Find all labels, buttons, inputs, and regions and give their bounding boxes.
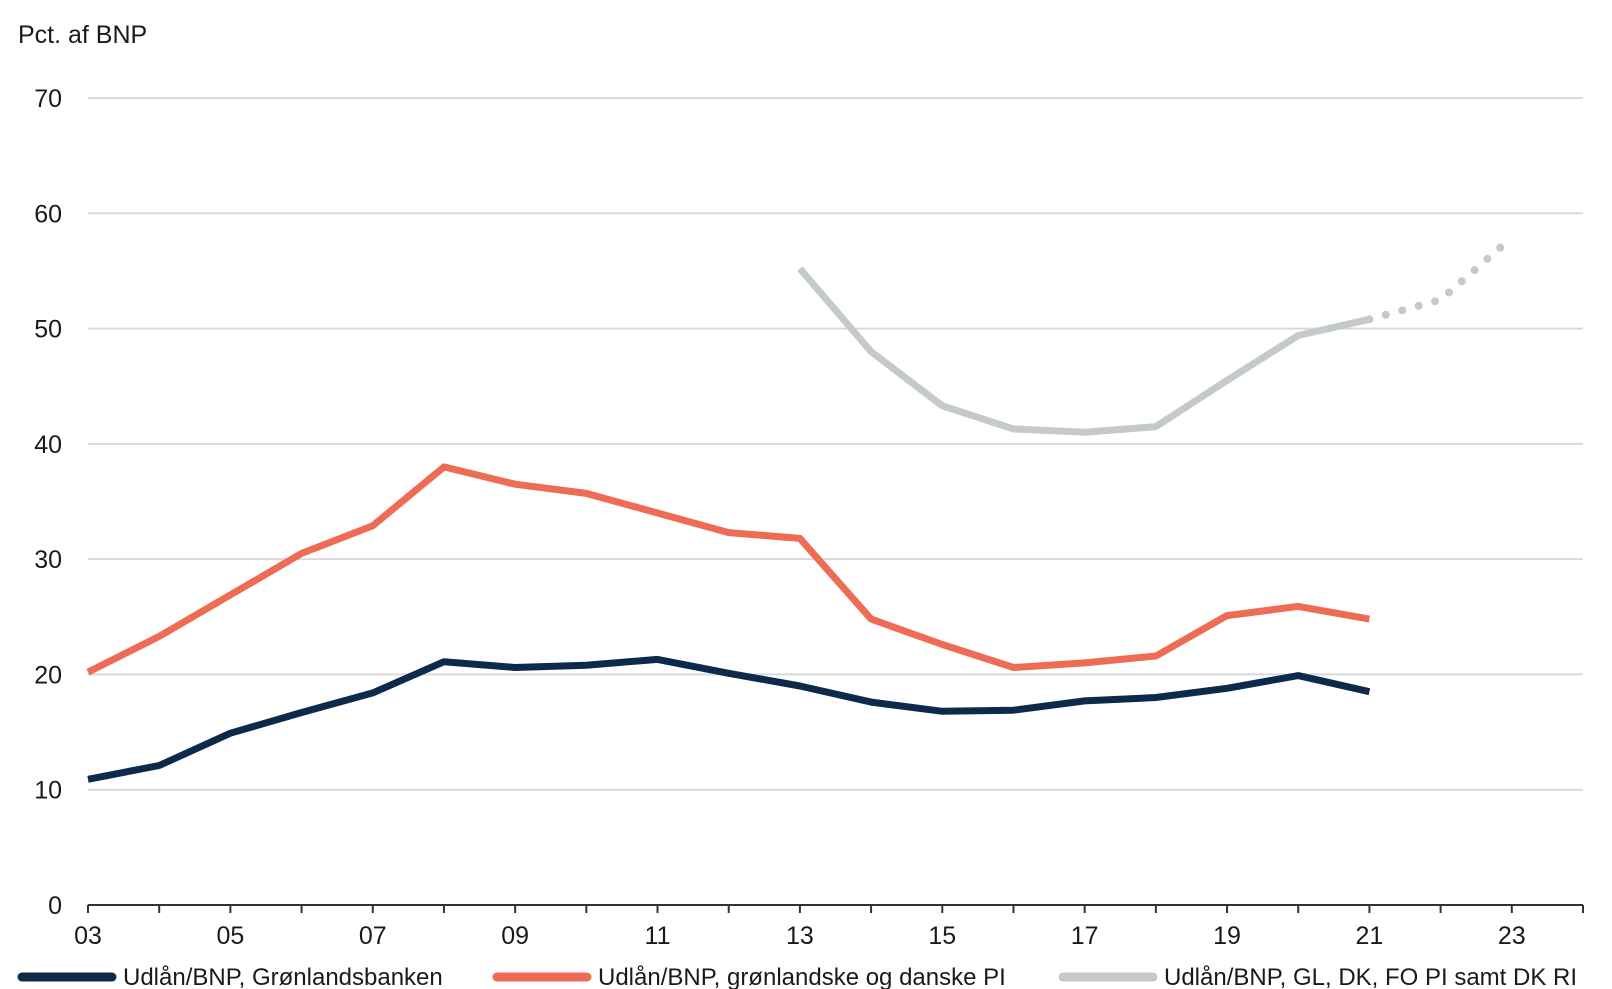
x-axis: 03 05 07 09 11 13 15 17 19 21 23 [74, 904, 1584, 950]
y-tick-labels: 0 10 20 30 40 50 60 70 [34, 85, 62, 920]
x-tick-label: 15 [928, 922, 956, 950]
legend-label: Udlån/BNP, Grønlandsbanken [123, 964, 443, 989]
series-line-3 [797, 266, 1371, 436]
y-tick-label: 0 [48, 892, 62, 920]
x-tick-label: 19 [1213, 922, 1241, 950]
x-tick-label: 07 [359, 922, 387, 950]
legend-label: Udlån/BNP, GL, DK, FO PI samt DK RI [1164, 964, 1577, 989]
y-tick-label: 10 [34, 777, 62, 805]
gridlines [88, 97, 1583, 791]
x-tick-label: 17 [1071, 922, 1099, 950]
legend-label: Udlån/BNP, grønlandske og danske PI [598, 964, 1006, 989]
x-tick-label: 11 [645, 922, 671, 950]
y-tick-label: 50 [34, 316, 62, 344]
x-tick-label: 23 [1498, 922, 1526, 950]
y-tick-label: 20 [34, 661, 62, 689]
legend: Udlån/BNP, Grønlandsbanken Udlån/BNP, grø… [17, 964, 1577, 989]
y-tick-label: 30 [34, 546, 62, 574]
y-tick-label: 40 [34, 431, 62, 459]
x-tick-label: 13 [786, 922, 814, 950]
y-tick-label: 60 [34, 200, 62, 228]
series-forecast-3 [1365, 233, 1516, 324]
series-line-1 [87, 655, 1371, 783]
series-line-2 [86, 463, 1371, 676]
x-tick-label: 03 [74, 922, 102, 950]
x-tick-label: 05 [216, 922, 244, 950]
y-tick-label: 70 [34, 85, 62, 113]
x-tick-label: 09 [501, 922, 529, 950]
series-lines [86, 233, 1516, 783]
x-tick-label: 21 [1356, 922, 1384, 950]
y-axis-label: Pct. af BNP [18, 21, 147, 49]
